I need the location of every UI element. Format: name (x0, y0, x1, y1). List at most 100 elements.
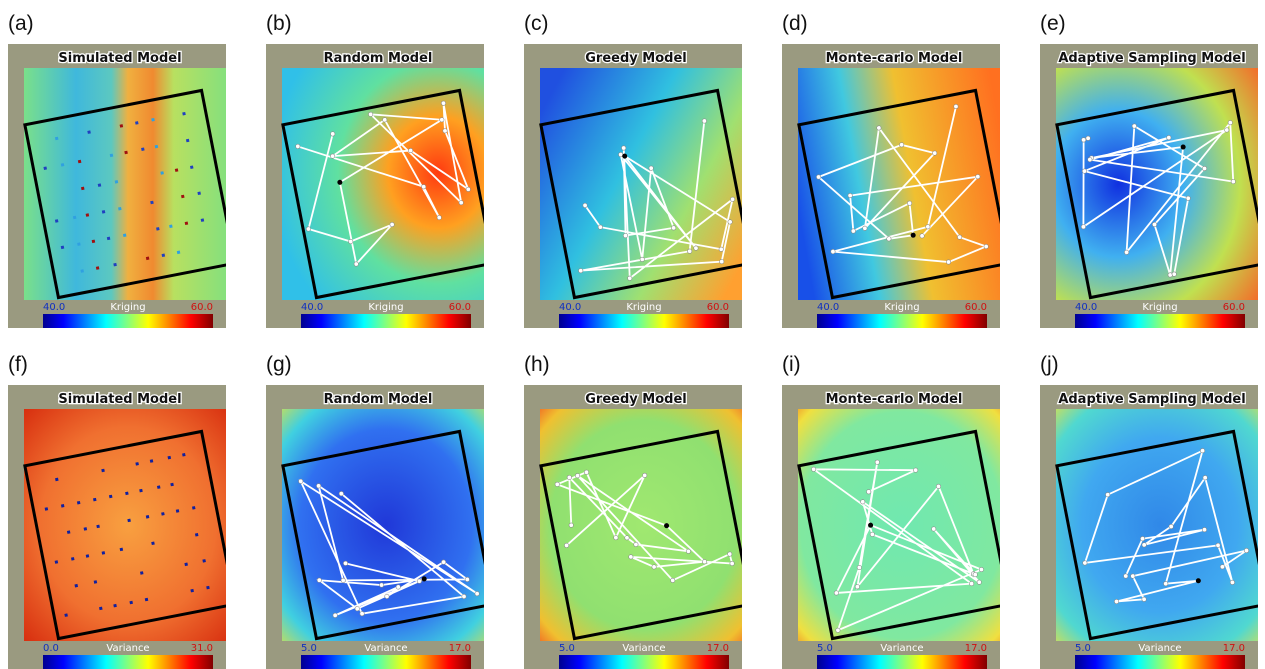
panel-title: Monte-carlo Model (826, 51, 963, 66)
sample-point (185, 138, 190, 143)
sample-point (160, 171, 164, 175)
panel: Monte-carlo Model 5.0 Variance 17.0 (782, 385, 1000, 669)
sample-point (384, 593, 390, 599)
sample-point (693, 245, 699, 251)
sample-point (129, 600, 133, 605)
sample-point (101, 551, 106, 555)
sample-point (80, 269, 84, 273)
sample-point (99, 606, 103, 611)
sample-point (184, 562, 188, 567)
sample-point (441, 559, 447, 565)
sample-point (354, 606, 360, 612)
sample-point (975, 174, 981, 180)
sample-point (83, 527, 88, 531)
sample-point (330, 153, 336, 159)
sample-point (395, 584, 401, 590)
heatmap (24, 68, 226, 300)
sample-point (80, 186, 85, 191)
sample-point (1168, 523, 1174, 529)
sample-point (85, 213, 90, 217)
sample-point (1130, 573, 1136, 579)
sample-point (119, 124, 124, 128)
colorbar (301, 314, 471, 328)
sample-point (913, 467, 919, 473)
colorbar-min: 40.0 (817, 302, 839, 313)
sample-point (72, 215, 77, 220)
sample-point (169, 224, 173, 229)
sample-point (1114, 599, 1120, 605)
colorbar-min: 5.0 (817, 643, 833, 654)
sample-point (151, 541, 155, 546)
sample-point (135, 462, 139, 466)
sample-point (161, 253, 166, 258)
sample-point (305, 226, 311, 232)
sample-point (54, 219, 59, 223)
sample-point (118, 206, 122, 211)
sample-point (1124, 249, 1130, 255)
sample-point (295, 143, 301, 149)
sample-point (379, 582, 385, 588)
colorbar-name: Variance (1138, 643, 1181, 654)
sample-point (194, 533, 199, 537)
heatmap (1056, 409, 1258, 641)
sample-point (55, 477, 59, 482)
sample-point (564, 542, 570, 548)
sample-point (113, 262, 117, 267)
sample-point (145, 256, 150, 261)
sample-point (648, 165, 654, 171)
colorbar-min: 5.0 (301, 643, 317, 654)
sample-point (1230, 179, 1236, 185)
sample-point (92, 497, 97, 502)
sample-point (1123, 573, 1129, 579)
sample-point (191, 506, 196, 510)
sample-point (1185, 195, 1191, 201)
panel-label: (f) (8, 353, 28, 376)
sample-point (60, 163, 65, 167)
sample-point (465, 186, 471, 192)
sampling-path (298, 478, 478, 617)
panel-title: Greedy Model (585, 51, 686, 66)
colorbar-min: 5.0 (559, 643, 575, 654)
boundary (797, 429, 1000, 641)
colorbar (559, 314, 729, 328)
sample-point (953, 104, 959, 110)
sample-point (461, 594, 467, 600)
colorbar (301, 655, 471, 669)
sample-point (200, 218, 205, 222)
sample-point (907, 200, 913, 206)
colorbar-max: 60.0 (191, 302, 213, 313)
panel: Random Model 40.0 Kriging 60.0 (266, 44, 484, 328)
sample-point (119, 547, 124, 552)
start-point (910, 232, 916, 238)
sample-point (727, 551, 733, 557)
sample-point (368, 111, 374, 117)
colorbar-min: 40.0 (1075, 302, 1097, 313)
sample-point (1229, 579, 1235, 585)
colorbar (43, 314, 213, 328)
sample-point (144, 597, 149, 602)
sample-point (77, 242, 81, 246)
colorbar (817, 655, 987, 669)
sample-point (1201, 527, 1207, 533)
sample-point (830, 249, 836, 255)
sample-point (1081, 168, 1087, 174)
sample-point (442, 128, 448, 134)
sample-point (670, 577, 676, 583)
colorbar-name: Variance (364, 643, 407, 654)
sample-point (969, 581, 975, 587)
colorbar-name: Kriging (884, 302, 919, 313)
survey-area (539, 429, 742, 641)
boundary (23, 429, 226, 641)
heatmap (24, 409, 226, 641)
panel-label: (c) (524, 12, 549, 35)
sample-point (95, 266, 100, 270)
panel-label: (b) (266, 12, 292, 35)
colorbar-max: 17.0 (449, 643, 471, 654)
sample-point (464, 576, 470, 582)
panel: Simulated Model 0.0 Variance 31.0 (8, 385, 226, 669)
colorbar (1075, 314, 1245, 328)
survey-area (797, 88, 1000, 300)
panel-label: (a) (8, 12, 34, 35)
sample-point (330, 131, 336, 137)
sample-point (85, 554, 90, 558)
